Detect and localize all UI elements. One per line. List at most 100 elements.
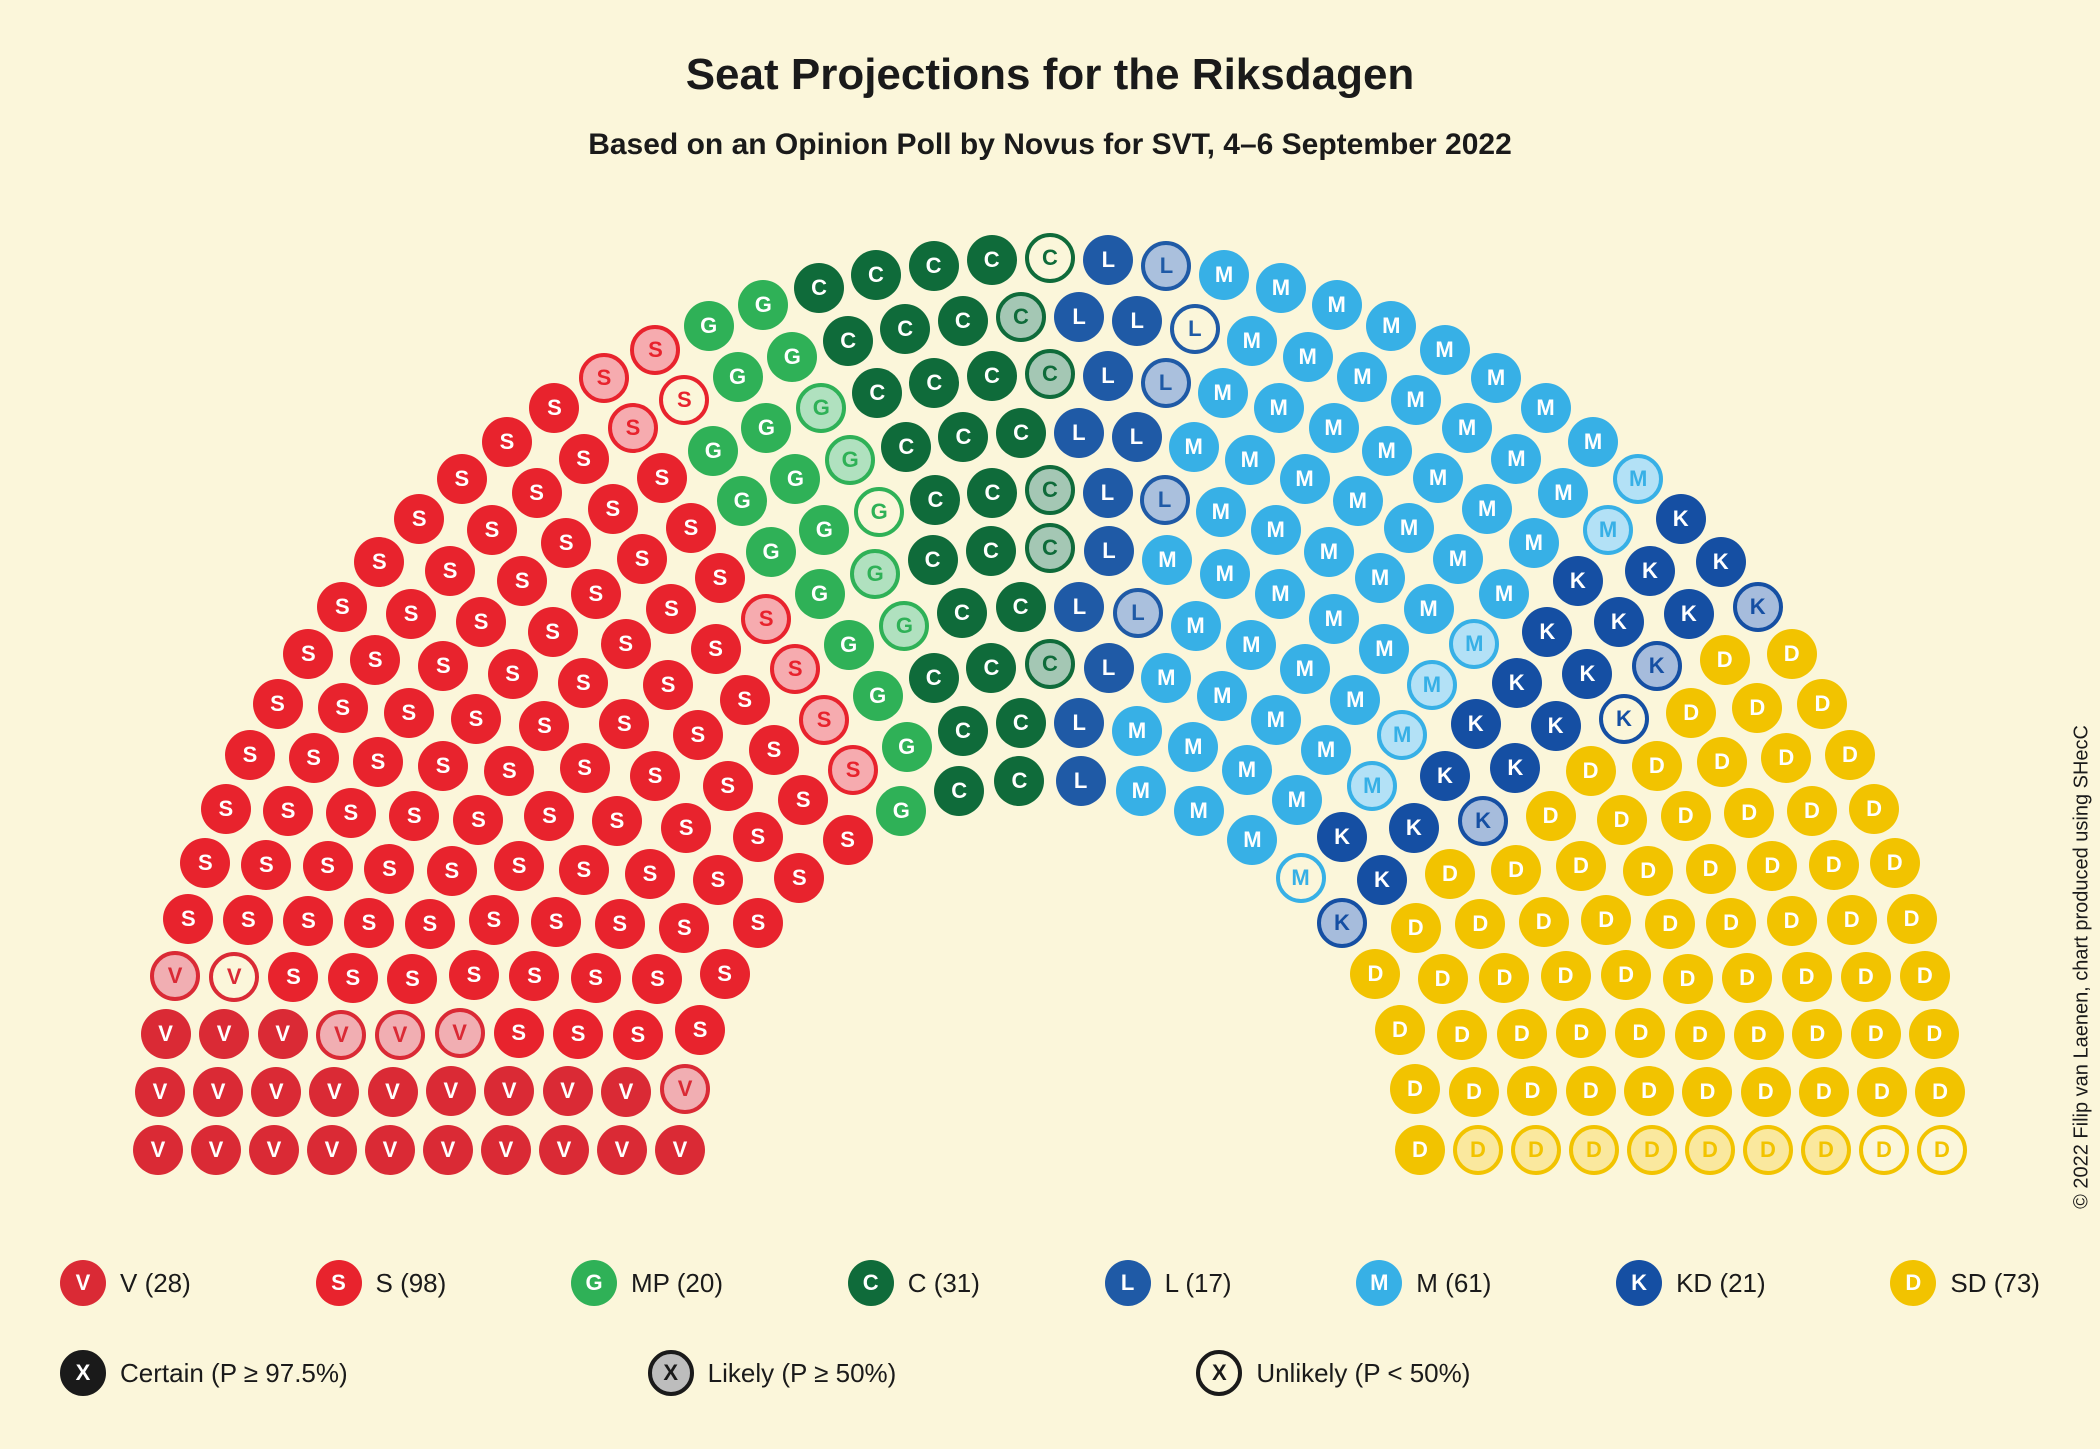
seat-m: M: [1366, 301, 1416, 351]
seat-s: S: [630, 325, 680, 375]
seat-sd: D: [1623, 846, 1673, 896]
seat-sd: D: [1801, 1125, 1851, 1175]
hemicycle-chart: VVVVVVVVVVVVVVVVVVVVVVVVVVVVSSSSSSSSSSSS…: [50, 220, 2050, 1180]
seat-m: M: [1280, 644, 1330, 694]
legend-party-label: MP (20): [631, 1268, 723, 1299]
seat-kd: K: [1562, 649, 1612, 699]
seat-m: M: [1304, 527, 1354, 577]
seat-m: M: [1413, 453, 1463, 503]
seat-s: S: [451, 694, 501, 744]
chart-title: Seat Projections for the Riksdagen: [0, 50, 2100, 100]
seat-m: M: [1509, 518, 1559, 568]
seat-m: M: [1521, 383, 1571, 433]
seat-s: S: [387, 954, 437, 1004]
seat-sd: D: [1449, 1067, 1499, 1117]
seat-m: M: [1196, 487, 1246, 537]
seat-s: S: [560, 743, 610, 793]
seat-s: S: [303, 841, 353, 891]
seat-l: L: [1054, 698, 1104, 748]
seat-v: V: [249, 1125, 299, 1175]
seat-m: M: [1333, 476, 1383, 526]
seat-m: M: [1471, 353, 1521, 403]
legend-party-label: V (28): [120, 1268, 191, 1299]
seat-s: S: [484, 746, 534, 796]
seat-kd: K: [1594, 597, 1644, 647]
seat-c: C: [1025, 465, 1075, 515]
seat-s: S: [595, 899, 645, 949]
seat-s: S: [268, 952, 318, 1002]
legend-prob-unlikely: XUnlikely (P < 50%): [1196, 1350, 1470, 1396]
seat-s: S: [599, 699, 649, 749]
legend-prob-swatch-icon: X: [1196, 1350, 1242, 1396]
seat-v: V: [258, 1009, 308, 1059]
seat-kd: K: [1632, 641, 1682, 691]
seat-v: V: [375, 1010, 425, 1060]
seat-s: S: [553, 1009, 603, 1059]
seat-s: S: [778, 775, 828, 825]
seat-v: V: [309, 1067, 359, 1117]
seat-s: S: [643, 660, 693, 710]
seat-v: V: [597, 1125, 647, 1175]
seat-s: S: [494, 841, 544, 891]
seat-s: S: [529, 383, 579, 433]
seat-kd: K: [1451, 699, 1501, 749]
seat-c: C: [996, 582, 1046, 632]
seat-s: S: [700, 949, 750, 999]
seat-sd: D: [1887, 894, 1937, 944]
seat-m: M: [1255, 569, 1305, 619]
legend-prob-swatch-icon: X: [648, 1350, 694, 1396]
seat-sd: D: [1418, 954, 1468, 1004]
legend-swatch-icon: M: [1356, 1260, 1402, 1306]
seat-s: S: [774, 853, 824, 903]
seat-m: M: [1200, 549, 1250, 599]
seat-s: S: [494, 1008, 544, 1058]
seat-s: S: [353, 737, 403, 787]
seat-s: S: [720, 675, 770, 725]
seat-sd: D: [1566, 1066, 1616, 1116]
seat-sd: D: [1425, 849, 1475, 899]
seat-c: C: [852, 368, 902, 418]
seat-m: M: [1491, 434, 1541, 484]
seat-mp: G: [854, 487, 904, 537]
seat-s: S: [289, 733, 339, 783]
seat-c: C: [1025, 639, 1075, 689]
seat-sd: D: [1375, 1005, 1425, 1055]
seat-sd: D: [1761, 733, 1811, 783]
seat-sd: D: [1686, 844, 1736, 894]
legend-party-l: LL (17): [1105, 1260, 1232, 1306]
seat-mp: G: [879, 601, 929, 651]
legend-party-label: M (61): [1416, 1268, 1491, 1299]
seat-m: M: [1227, 815, 1277, 865]
seat-s: S: [326, 788, 376, 838]
seat-m: M: [1198, 368, 1248, 418]
seat-m: M: [1112, 706, 1162, 756]
seat-mp: G: [876, 786, 926, 836]
seat-mp: G: [850, 549, 900, 599]
seat-l: L: [1113, 588, 1163, 638]
seat-sd: D: [1395, 1125, 1445, 1175]
legend-party-s: SS (98): [316, 1260, 447, 1306]
seat-s: S: [223, 895, 273, 945]
seat-s: S: [749, 725, 799, 775]
seat-mp: G: [713, 352, 763, 402]
seat-v: V: [481, 1125, 531, 1175]
seat-c: C: [880, 304, 930, 354]
seat-sd: D: [1722, 953, 1772, 1003]
seat-sd: D: [1666, 688, 1716, 738]
seat-m: M: [1174, 786, 1224, 836]
seat-sd: D: [1566, 746, 1616, 796]
seat-mp: G: [799, 505, 849, 555]
seat-sd: D: [1792, 1009, 1842, 1059]
legend-party-m: M M (61): [1356, 1260, 1491, 1306]
seat-s: S: [637, 453, 687, 503]
seat-c: C: [996, 698, 1046, 748]
legend-prob-label: Certain (P ≥ 97.5%): [120, 1358, 348, 1389]
legend-probability: XCertain (P ≥ 97.5%)XLikely (P ≥ 50%)XUn…: [60, 1350, 2040, 1396]
legend-party-label: KD (21): [1676, 1268, 1766, 1299]
seat-sd: D: [1787, 786, 1837, 836]
seat-v: V: [365, 1125, 415, 1175]
seat-mp: G: [824, 620, 874, 670]
seat-v: V: [209, 952, 259, 1002]
seat-m: M: [1442, 403, 1492, 453]
seat-m: M: [1449, 619, 1499, 669]
